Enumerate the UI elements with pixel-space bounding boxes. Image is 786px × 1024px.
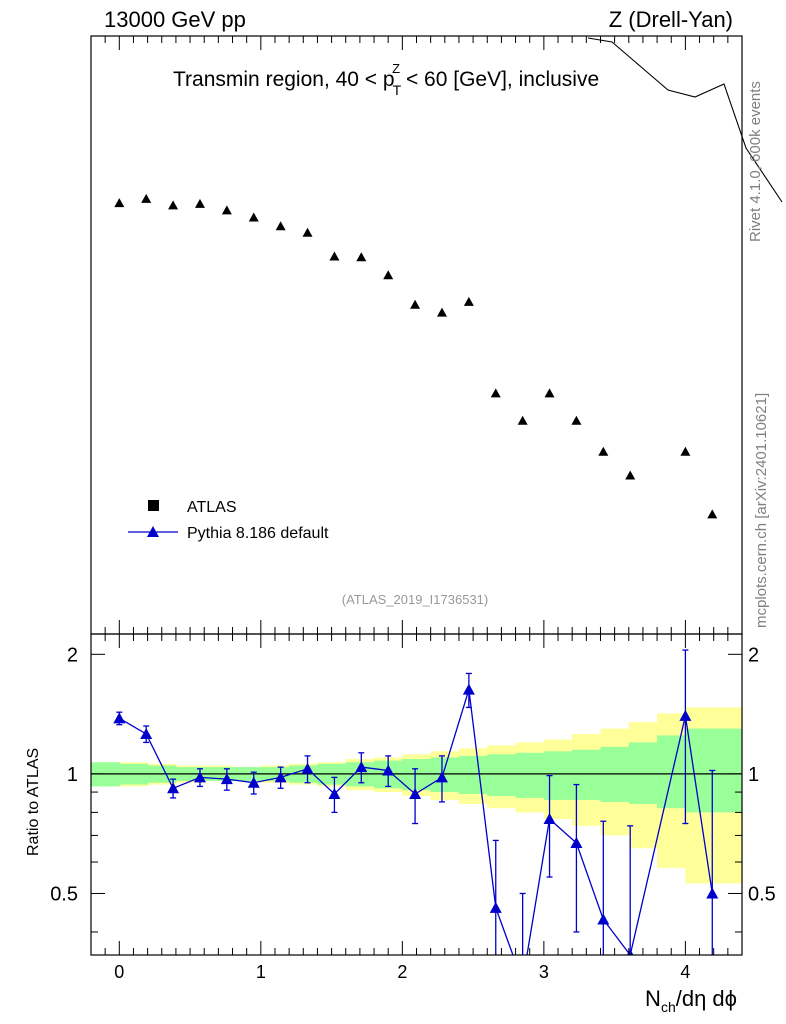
atlas-point [356, 252, 367, 262]
pythia-ratio-point [247, 776, 260, 788]
ratio-plot-area [91, 649, 742, 987]
y-tick-label: 1 [67, 764, 78, 786]
atlas-point [168, 200, 179, 210]
pythia-ratio-point [462, 683, 475, 695]
atlas-point [490, 388, 501, 398]
uncertainty-band-green [657, 735, 686, 809]
pythia-ratio-point [706, 887, 719, 899]
pythia-ratio-point [167, 782, 180, 794]
mcplots-label: mcplots.cern.ch [arXiv:2401.10621] [753, 393, 770, 628]
uncertainty-band-green [458, 755, 488, 794]
plot-title-a: Transmin region, 40 < p [173, 68, 395, 91]
x-tick-label: 4 [680, 962, 690, 982]
legend-pythia-marker [147, 526, 159, 537]
atlas-point [410, 299, 421, 309]
atlas-point [248, 212, 259, 222]
y-tick-label-right: 0.5 [748, 883, 776, 905]
main-plot-area [114, 193, 718, 519]
atlas-point [707, 509, 718, 519]
pythia-ratio-point [517, 976, 529, 987]
atlas-point [625, 470, 636, 480]
analysis-id: (ATLAS_2019_I1736531) [342, 592, 488, 607]
pythia-ratio-point [193, 771, 206, 783]
uncertainty-band-green [628, 742, 658, 804]
rivet-label: Rivet 4.1.0, 600k events [747, 81, 764, 242]
pythia-ratio-point [140, 728, 153, 740]
x-axis-label-b: /dη dϕ [676, 986, 737, 1011]
y-tick-label: 2 [67, 644, 78, 666]
pythia-ratio-point [274, 771, 287, 783]
pythia-ratio-point [382, 764, 395, 776]
atlas-point [571, 415, 582, 425]
pythia-ratio-point [679, 709, 692, 721]
pythia-ratio-line [118, 689, 713, 955]
pythia-ratio-point [435, 771, 448, 783]
atlas-point [141, 193, 152, 203]
x-tick-label: 2 [397, 962, 407, 982]
atlas-point [544, 388, 555, 398]
x-tick-label: 1 [256, 962, 266, 982]
pythia-ratio-point [220, 773, 233, 785]
main-frame [90, 35, 743, 635]
uncertainty-band-green [402, 759, 432, 791]
x-axis-label-sub: ch [661, 999, 676, 1015]
pythia-ratio-point [597, 913, 610, 925]
x-tick-label: 0 [114, 962, 124, 982]
pythia-ratio-point [489, 901, 502, 913]
atlas-point [194, 198, 205, 208]
atlas-point [680, 446, 691, 456]
atlas-point [275, 221, 286, 231]
plot-title: Transmin region, 40 < pTZ < 60 [GeV], in… [173, 61, 599, 98]
atlas-point [598, 446, 609, 456]
uncertainty-band-green [487, 754, 517, 796]
header-left: 13000 GeV pp [104, 7, 246, 32]
y-tick-label-right: 1 [748, 764, 759, 786]
atlas-point [221, 205, 232, 215]
pythia-ratio-point [328, 787, 341, 799]
x-tick-label: 3 [539, 962, 549, 982]
legend-atlas-label: ATLAS [187, 499, 237, 516]
uncertainty-band-green [430, 757, 460, 793]
uncertainty-band-green [515, 752, 545, 798]
y-tick-label-right: 2 [748, 644, 759, 666]
legend-pythia-label: Pythia 8.186 default [187, 525, 329, 542]
atlas-point [114, 198, 125, 208]
header-right: Z (Drell-Yan) [609, 7, 733, 32]
atlas-point [302, 227, 313, 237]
plot-title-sup: Z [392, 61, 400, 76]
y-tick-label: 0.5 [50, 883, 78, 905]
atlas-point [517, 415, 528, 425]
legend: ATLAS Pythia 8.186 default [128, 499, 329, 542]
plot-title-sub: T [393, 82, 402, 98]
pythia-ratio-point [355, 761, 368, 773]
uncertainty-band-green [713, 728, 742, 813]
atlas-point [436, 307, 447, 317]
plot-title-b: < 60 [GeV], inclusive [400, 68, 599, 91]
x-axis-label-a: N [645, 986, 661, 1011]
atlas-point [329, 251, 340, 261]
atlas-point [383, 270, 394, 280]
pythia-ratio-point [543, 812, 556, 824]
atlas-point [463, 296, 474, 306]
legend-atlas-marker [148, 500, 159, 511]
x-axis-label: Nch/dη dϕ [645, 986, 737, 1015]
ratio-ylabel: Ratio to ATLAS [25, 748, 42, 856]
pythia-ratio-point [409, 787, 422, 799]
pythia-ratio-point [301, 762, 314, 774]
pythia-ratio-point [113, 712, 126, 724]
pythia-ratio-point [570, 836, 583, 848]
